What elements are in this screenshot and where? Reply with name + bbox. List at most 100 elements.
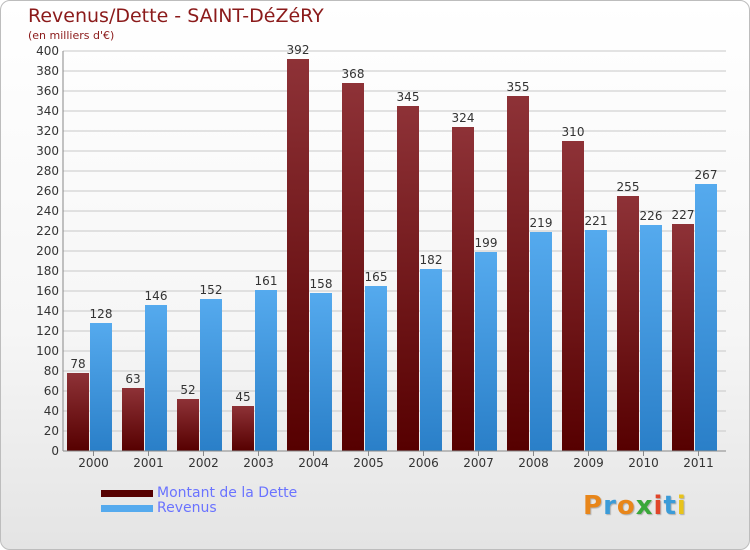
debt-bar-label: 45 xyxy=(235,390,250,404)
grid xyxy=(63,50,726,452)
revenue-bar-label: 182 xyxy=(420,253,443,267)
revenue-bar-label: 219 xyxy=(530,216,553,230)
logo-letter: i xyxy=(676,491,687,521)
x-tick-label: 2004 xyxy=(298,456,329,470)
axes: 0 20 40 60 80 100 120 140 160 180 200 220 240 260 280 3… xyxy=(36,44,726,470)
debt-bar-label: 345 xyxy=(397,90,420,104)
y-tick-label: 240 xyxy=(36,204,59,218)
x-tick-label: 2005 xyxy=(353,456,384,470)
debt-bar xyxy=(232,406,254,451)
revenue-bar-label: 152 xyxy=(200,283,223,297)
x-tick-label: 2010 xyxy=(628,456,659,470)
y-tick-label: 100 xyxy=(36,344,59,358)
y-tick-label: 220 xyxy=(36,224,59,238)
revenue-bar xyxy=(530,232,552,451)
debt-bar-label: 324 xyxy=(452,111,475,125)
y-tick-label: 320 xyxy=(36,124,59,138)
revenue-bar xyxy=(585,230,607,451)
y-tick-label: 360 xyxy=(36,84,59,98)
y-tick-label: 260 xyxy=(36,184,59,198)
debt-bar-label: 368 xyxy=(342,67,365,81)
debt-bar xyxy=(67,373,89,451)
debt-bar xyxy=(452,127,474,451)
legend-label-debt: Montant de la Dette xyxy=(157,485,298,501)
logo-letter: r xyxy=(603,491,617,521)
revenue-bar xyxy=(310,293,332,451)
debt-bar xyxy=(562,141,584,451)
y-tick-label: 180 xyxy=(36,264,59,278)
revenue-bar-label: 199 xyxy=(475,236,498,250)
revenue-bar-label: 128 xyxy=(90,307,113,321)
debt-bar xyxy=(342,83,364,451)
revenue-bar xyxy=(420,269,442,451)
chart-title: Revenus/Dette - SAINT-DéZéRY xyxy=(28,5,324,27)
x-tick-label: 2001 xyxy=(133,456,164,470)
logo-letter: t xyxy=(663,491,677,521)
revenue-bar xyxy=(475,252,497,451)
revenue-bar xyxy=(365,286,387,451)
proxiti-logo: Proxiti xyxy=(583,491,687,521)
y-tick-label: 140 xyxy=(36,304,59,318)
x-tick-label: 2008 xyxy=(518,456,549,470)
revenue-bar-label: 158 xyxy=(310,277,333,291)
debt-bar xyxy=(672,224,694,451)
revenue-bar xyxy=(640,225,662,451)
y-tick-label: 200 xyxy=(36,244,59,258)
debt-bar-label: 255 xyxy=(617,180,640,194)
y-tick-label: 340 xyxy=(36,104,59,118)
legend-label-revenue: Revenus xyxy=(157,500,217,516)
x-tick-label: 2009 xyxy=(573,456,604,470)
x-tick-label: 2000 xyxy=(78,456,109,470)
debt-bar-label: 227 xyxy=(672,208,695,222)
y-tick-label: 60 xyxy=(44,384,59,398)
revenue-bar xyxy=(695,184,717,451)
y-tick-label: 160 xyxy=(36,284,59,298)
legend-swatch-debt xyxy=(101,490,153,497)
x-tick-label: 2002 xyxy=(188,456,219,470)
logo-letter: o xyxy=(616,491,636,521)
x-tick-label: 2011 xyxy=(683,456,714,470)
x-tick-label: 2007 xyxy=(463,456,494,470)
debt-bar xyxy=(287,59,309,451)
debt-bar-label: 392 xyxy=(287,43,310,57)
y-tick-label: 20 xyxy=(44,424,59,438)
logo-letter: P xyxy=(583,491,604,521)
revenue-bar-label: 165 xyxy=(365,270,388,284)
data-labels: 78 128 63 146 52 152 45 161 392 158 368 165 345 182 32… xyxy=(70,43,717,404)
logo-letter: x xyxy=(635,491,654,521)
revenue-bar xyxy=(145,305,167,451)
y-tick-label: 40 xyxy=(44,404,59,418)
legend-swatch-revenue xyxy=(101,505,153,512)
y-tick-label: 280 xyxy=(36,164,59,178)
x-tick-label: 2003 xyxy=(243,456,274,470)
debt-bar xyxy=(397,106,419,451)
revenue-bar-label: 221 xyxy=(585,214,608,228)
y-tick-label: 380 xyxy=(36,64,59,78)
debt-bar-label: 355 xyxy=(507,80,530,94)
x-tick-label: 2006 xyxy=(408,456,439,470)
debt-bar xyxy=(617,196,639,451)
revenue-bar xyxy=(255,290,277,451)
debt-bar-label: 52 xyxy=(180,383,195,397)
y-tick-label: 80 xyxy=(44,364,59,378)
debt-bar xyxy=(177,399,199,451)
revenue-bar-label: 267 xyxy=(695,168,718,182)
y-tick-label: 300 xyxy=(36,144,59,158)
bars xyxy=(67,59,717,451)
debt-bar-label: 78 xyxy=(70,357,85,371)
logo-letter: i xyxy=(653,491,664,521)
revenue-bar-label: 226 xyxy=(640,209,663,223)
y-tick-label: 120 xyxy=(36,324,59,338)
revenue-bar xyxy=(200,299,222,451)
y-tick-label: 400 xyxy=(36,44,59,58)
revenue-bar xyxy=(90,323,112,451)
debt-bar-label: 310 xyxy=(562,125,585,139)
debt-bar xyxy=(507,96,529,451)
revenue-bar-label: 146 xyxy=(145,289,168,303)
debt-bar-label: 63 xyxy=(125,372,140,386)
debt-bar xyxy=(122,388,144,451)
revenue-bar-label: 161 xyxy=(255,274,278,288)
chart-subtitle: (en milliers d'€) xyxy=(28,29,115,42)
